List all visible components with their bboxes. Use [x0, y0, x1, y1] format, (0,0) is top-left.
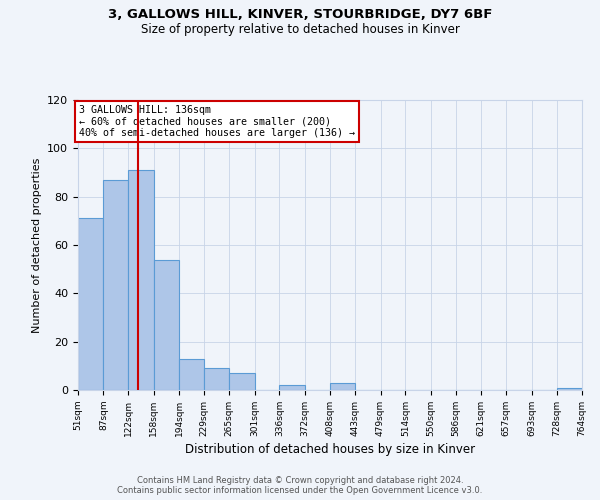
Bar — [128, 170, 154, 390]
Bar — [280, 385, 305, 390]
Text: Size of property relative to detached houses in Kinver: Size of property relative to detached ho… — [140, 22, 460, 36]
Y-axis label: Number of detached properties: Number of detached properties — [32, 158, 41, 332]
Bar — [179, 358, 204, 390]
Bar — [557, 388, 582, 390]
Bar — [229, 373, 255, 390]
Text: Distribution of detached houses by size in Kinver: Distribution of detached houses by size … — [185, 442, 475, 456]
Text: 3, GALLOWS HILL, KINVER, STOURBRIDGE, DY7 6BF: 3, GALLOWS HILL, KINVER, STOURBRIDGE, DY… — [108, 8, 492, 20]
Bar — [331, 383, 355, 390]
Text: 3 GALLOWS HILL: 136sqm
← 60% of detached houses are smaller (200)
40% of semi-de: 3 GALLOWS HILL: 136sqm ← 60% of detached… — [79, 105, 355, 138]
Bar — [78, 218, 103, 390]
Text: Contains HM Land Registry data © Crown copyright and database right 2024.
Contai: Contains HM Land Registry data © Crown c… — [118, 476, 482, 495]
Bar — [154, 260, 179, 390]
Bar — [103, 180, 128, 390]
Bar — [204, 368, 229, 390]
